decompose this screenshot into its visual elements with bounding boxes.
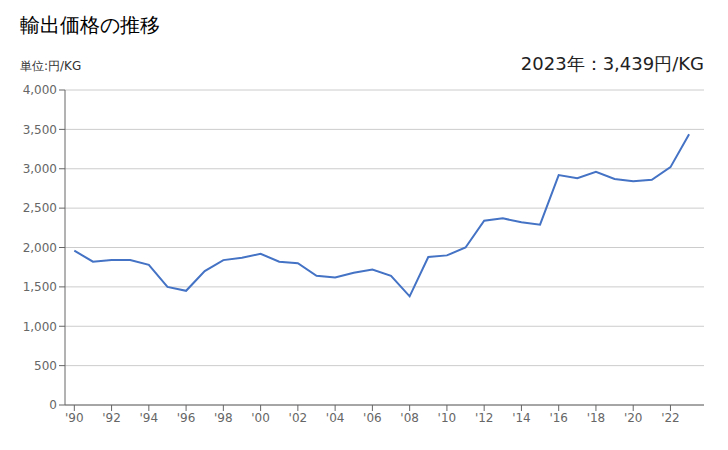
svg-text:'18: '18 — [587, 411, 606, 425]
svg-text:'94: '94 — [140, 411, 159, 425]
html-text:単位:円/KG: 単位:円/KG — [20, 59, 82, 73]
svg-text:'22: '22 — [661, 411, 680, 425]
svg-text:'04: '04 — [326, 411, 345, 425]
svg-text:3,000: 3,000 — [23, 162, 57, 176]
svg-text:'16: '16 — [549, 411, 568, 425]
svg-text:'00: '00 — [251, 411, 270, 425]
svg-text:'92: '92 — [102, 411, 121, 425]
html-text:2023年：3,439円/KG: 2023年：3,439円/KG — [520, 53, 704, 74]
svg-text:2,000: 2,000 — [23, 241, 57, 255]
svg-text:1,500: 1,500 — [23, 280, 57, 294]
svg-text:'98: '98 — [214, 411, 233, 425]
svg-text:'02: '02 — [289, 411, 308, 425]
svg-text:'08: '08 — [400, 411, 419, 425]
svg-text:500: 500 — [34, 359, 57, 373]
svg-text:'10: '10 — [438, 411, 457, 425]
svg-text:'20: '20 — [624, 411, 643, 425]
svg-text:'14: '14 — [512, 411, 531, 425]
svg-text:4,000: 4,000 — [23, 83, 57, 97]
svg-text:1,000: 1,000 — [23, 320, 57, 334]
svg-text:'12: '12 — [475, 411, 494, 425]
svg-text:0: 0 — [49, 398, 57, 412]
svg-text:3,500: 3,500 — [23, 123, 57, 137]
html-text:輸出価格の推移: 輸出価格の推移 — [20, 13, 160, 37]
svg-text:'90: '90 — [65, 411, 84, 425]
svg-text:2,500: 2,500 — [23, 201, 57, 215]
svg-text:'06: '06 — [363, 411, 382, 425]
svg-text:'96: '96 — [177, 411, 196, 425]
